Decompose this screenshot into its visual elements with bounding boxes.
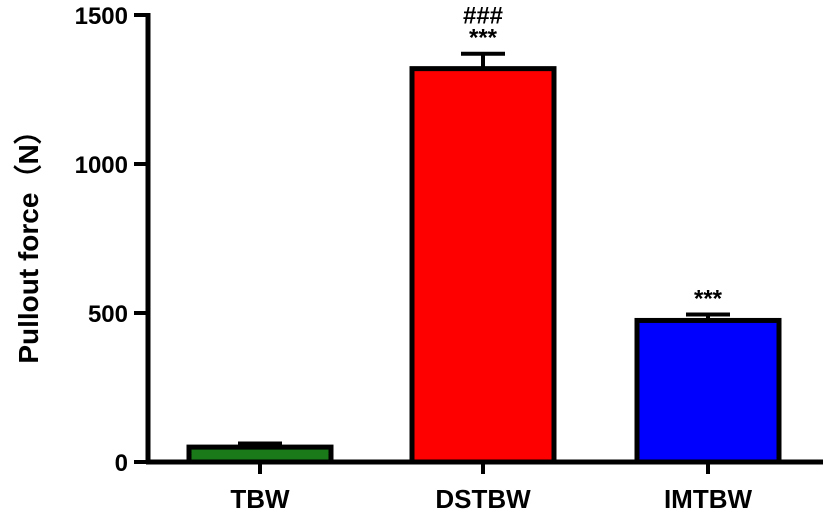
y-tick-label-0: 0 [115,450,128,477]
significance-label-imtbw-0: *** [694,285,723,312]
x-tick-label-imtbw: IMTBW [664,484,753,514]
significance-label-dstbw-1: *** [469,25,498,52]
y-tick-label-1500: 1500 [75,3,128,30]
bar-dstbw [409,66,557,465]
x-tick-label-tbw: TBW [230,484,290,514]
y-tick-label-1000: 1000 [75,152,128,179]
significance-label-dstbw-0: ### [463,3,503,30]
bar-imtbw [634,317,782,465]
y-tick-label-500: 500 [88,301,128,328]
x-tick-label-dstbw: DSTBW [435,484,531,514]
y-axis-title: Pullout force（N） [12,116,44,363]
